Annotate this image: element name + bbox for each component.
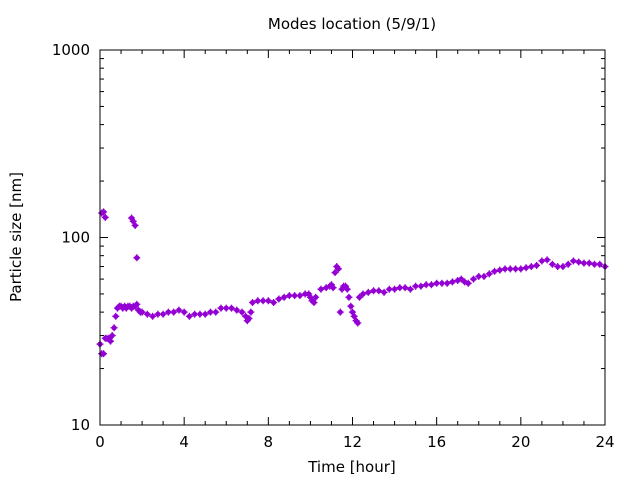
data-point [101,213,109,221]
data-point [143,310,151,318]
data-point [533,261,541,269]
data-point [329,284,337,292]
x-tick-label: 4 [179,433,189,451]
y-tick-label: 1000 [52,41,90,59]
data-point [480,272,488,280]
data-point [422,281,430,289]
plot-frame [99,49,606,426]
y-tick-label: 100 [61,229,90,247]
data-point [527,263,535,271]
data-point [364,288,372,296]
data-point [185,312,193,320]
data-point [312,293,320,301]
x-tick-label: 8 [264,433,274,451]
data-point [448,278,456,286]
data-point [596,260,604,268]
data-point [491,267,499,275]
data-point [543,256,551,264]
data-point [331,269,339,277]
y-tick-label: 10 [71,416,90,434]
data-point [347,302,355,310]
data-point [310,299,318,307]
data-point [201,310,209,318]
x-tick-label: 12 [343,433,362,451]
x-tick-label: 16 [427,433,446,451]
data-point [485,270,493,278]
data-point [517,265,525,273]
y-axis-title: Particle size [nm] [7,172,25,302]
data-point [334,265,342,273]
data-point [354,319,362,327]
chart-title: Modes location (5/9/1) [268,15,436,33]
data-point [100,208,108,216]
data-point [247,308,255,316]
data-point [548,260,556,268]
data-point [249,299,257,307]
data-point [108,332,116,340]
data-point [138,308,146,316]
data-point [100,350,108,358]
data-point [417,282,425,290]
data-point [343,285,351,293]
data-point [590,260,598,268]
data-point [336,308,344,316]
data-point [438,279,446,287]
data-point [401,284,409,292]
data-point [112,312,120,320]
data-point [522,264,530,272]
axes: 0 4 8 12 16 20 24 10 100 1000 [52,41,615,451]
data-point [406,285,414,293]
data-point [345,293,353,301]
data-point [375,287,383,295]
data-point [180,308,188,316]
data-point [443,279,451,287]
data-point [296,292,304,300]
data-point [564,260,572,268]
data-point [275,295,283,303]
data-point [238,308,246,316]
data-point [107,337,115,345]
x-tick-label: 24 [595,433,614,451]
data-point [469,275,477,283]
data-point [464,279,472,287]
data-point [110,324,118,332]
data-point [175,306,183,314]
data-point [569,257,577,265]
data-point [427,281,435,289]
data-point [264,297,272,305]
data-point [496,266,504,274]
data-point [133,300,141,308]
data-point [538,257,546,265]
data-point [380,288,388,296]
x-tick-label: 0 [95,433,105,451]
data-point [233,306,241,314]
data-point [475,272,483,280]
data-point [149,312,157,320]
data-point [280,293,288,301]
data-point [270,299,278,307]
data-point [585,259,593,267]
data-point [317,285,325,293]
data-point [159,310,167,318]
data-point [391,285,399,293]
data-point [206,308,214,316]
data-point [559,263,567,271]
data-point [291,292,299,300]
x-tick-label: 20 [511,433,530,451]
data-point [245,314,253,322]
data-point [359,290,367,298]
data-point [575,258,583,266]
data-point [131,221,139,229]
data-point [170,308,178,316]
data-point [355,293,363,301]
data-point [133,254,141,262]
data-point [212,308,220,316]
data-point [228,304,236,312]
data-points [96,208,609,358]
x-axis-title: Time [hour] [307,458,396,476]
